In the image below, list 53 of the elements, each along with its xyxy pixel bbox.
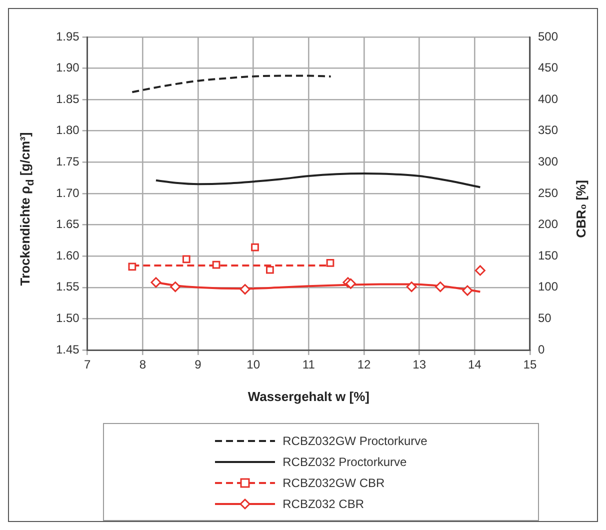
x-tick-label: 8 [139,358,146,372]
y2-tick-label: 400 [538,92,558,106]
x-tick-label: 14 [468,358,482,372]
y2-tick-label: 250 [538,186,558,200]
point [474,265,486,276]
point [326,259,334,267]
point [266,266,274,274]
x-tick-label: 15 [523,358,537,372]
x-axis-title: Wassergehalt w [%] [248,388,370,404]
legend-label: RCBZ032GW CBR [282,476,385,490]
x-tick-label: 10 [246,358,260,372]
x-tick-label: 13 [412,358,426,372]
x-tick-label: 12 [357,358,371,372]
y-tick-label: 1.80 [56,123,80,138]
y-tick-label: 1.55 [56,280,80,294]
y-tick-label: 1.85 [56,92,80,106]
y2-tick-label: 200 [538,217,558,232]
point [182,255,190,264]
y-tick-label: 1.95 [56,29,80,44]
x-tick-label: 7 [84,358,92,372]
legend-label: RCBZ032GW Proctorkurve [282,434,428,448]
line-series [154,172,482,188]
y-tick-label: 1.45 [56,342,80,356]
y-tick-label: 1.50 [56,311,80,326]
point [435,282,446,292]
y2-axis-title: CBR₀ [%] [574,180,588,238]
point [128,262,136,271]
point [240,284,250,295]
point [170,282,181,292]
y2-tick-label: 500 [538,29,558,44]
y-tick-label: 1.75 [56,154,80,169]
point [251,243,259,252]
legend-label: RCBZ032 Proctorkurve [282,454,407,468]
y-tick-label: 1.70 [56,186,80,200]
point [345,278,356,289]
y2-tick-label: 300 [538,154,558,169]
point [406,282,417,292]
legend-label: RCBZ032 CBR [282,496,364,510]
point [150,277,162,288]
point [462,285,473,296]
y-tick-label: 1.65 [56,217,80,232]
y2-tick-label: 0 [538,342,545,356]
x-tick-label: 11 [302,358,316,372]
y2-tick-label: 350 [538,123,558,138]
y-tick-label: 1.90 [56,60,80,75]
y-tick-label: 1.60 [56,248,80,262]
x-tick-label: 9 [194,358,202,372]
y2-tick-label: 450 [538,60,558,75]
point [212,260,220,269]
y2-tick-label: 150 [538,248,558,262]
line-series [131,74,332,94]
y2-tick-label: 50 [538,311,552,326]
y2-tick-label: 100 [538,280,558,294]
